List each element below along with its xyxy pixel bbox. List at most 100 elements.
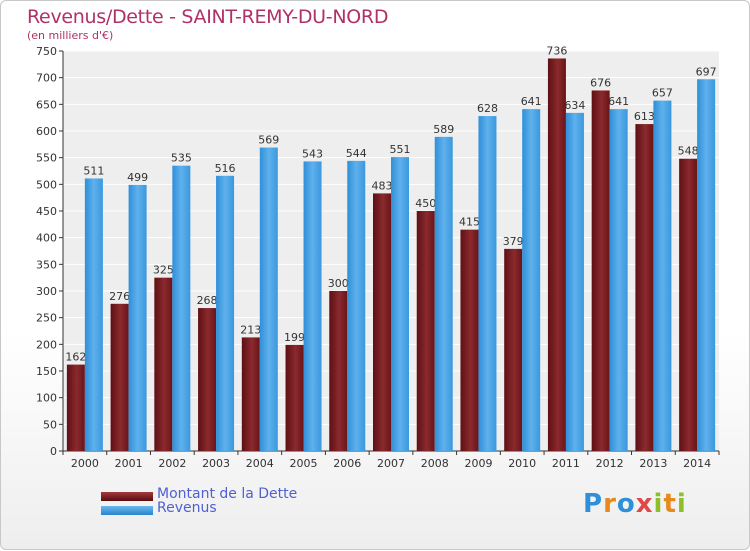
data-label-dette-2004: 213 bbox=[240, 323, 261, 336]
x-tick-label: 2004 bbox=[246, 457, 274, 470]
y-tick-label: 250 bbox=[36, 312, 57, 325]
x-tick-label: 2011 bbox=[552, 457, 580, 470]
bar-dette-2007 bbox=[373, 193, 391, 451]
data-label-revenus-2008: 589 bbox=[433, 123, 454, 136]
legend-label-dette: Montant de la Dette bbox=[157, 486, 298, 502]
y-tick-label: 600 bbox=[36, 125, 57, 138]
bar-dette-2010 bbox=[504, 248, 523, 451]
data-label-dette-2011: 736 bbox=[546, 44, 567, 57]
x-tick-label: 2013 bbox=[639, 457, 667, 470]
y-tick-label: 700 bbox=[36, 72, 57, 85]
x-tick-label: 2009 bbox=[464, 457, 492, 470]
logo-letter: o bbox=[616, 489, 636, 519]
bar-revenus-2005 bbox=[303, 161, 322, 451]
data-label-revenus-2003: 516 bbox=[215, 162, 236, 175]
bar-revenus-2012 bbox=[609, 109, 628, 451]
bar-dette-2005 bbox=[285, 344, 304, 451]
bar-revenus-2001 bbox=[128, 184, 147, 451]
y-tick-label: 300 bbox=[36, 285, 57, 298]
x-tick-label: 2012 bbox=[596, 457, 624, 470]
data-label-revenus-2012: 641 bbox=[608, 95, 629, 108]
chart-title: Revenus/Dette - SAINT-REMY-DU-NORD bbox=[27, 6, 389, 28]
y-tick-label: 350 bbox=[36, 258, 57, 271]
bar-dette-2003 bbox=[198, 308, 217, 451]
bar-dette-2009 bbox=[460, 229, 479, 451]
y-tick-label: 200 bbox=[36, 338, 57, 351]
data-label-dette-2003: 268 bbox=[197, 294, 218, 307]
y-tick-label: 100 bbox=[36, 392, 57, 405]
legend-swatch-dette bbox=[101, 492, 153, 501]
data-label-revenus-2010: 641 bbox=[521, 95, 542, 108]
bar-dette-2008 bbox=[416, 211, 435, 451]
x-tick-label: 2010 bbox=[508, 457, 536, 470]
bar-revenus-2007 bbox=[391, 157, 409, 451]
x-tick-label: 2007 bbox=[377, 457, 405, 470]
logo-letter: i bbox=[653, 489, 664, 519]
data-label-revenus-2009: 628 bbox=[477, 102, 498, 115]
data-label-revenus-2006: 544 bbox=[346, 147, 367, 160]
x-tick-label: 2008 bbox=[421, 457, 449, 470]
logo-letter: x bbox=[635, 489, 654, 519]
x-tick-label: 2005 bbox=[290, 457, 318, 470]
data-label-dette-2002: 325 bbox=[153, 264, 174, 277]
x-tick-label: 2006 bbox=[333, 457, 361, 470]
data-label-revenus-2007: 551 bbox=[390, 143, 411, 156]
data-label-dette-2007: 483 bbox=[372, 179, 393, 192]
bar-dette-2001 bbox=[110, 303, 129, 451]
data-label-revenus-2013: 657 bbox=[652, 87, 673, 100]
data-label-dette-2006: 300 bbox=[328, 277, 349, 290]
data-label-dette-2010: 379 bbox=[503, 235, 524, 248]
bar-revenus-2010 bbox=[522, 109, 541, 451]
data-label-dette-2014: 548 bbox=[678, 145, 699, 158]
x-tick-label: 2000 bbox=[71, 457, 99, 470]
legend-label-revenus: Revenus bbox=[157, 500, 217, 516]
bar-revenus-2003 bbox=[216, 175, 235, 452]
y-tick-label: 400 bbox=[36, 232, 57, 245]
bar-dette-2014 bbox=[679, 158, 698, 451]
bar-revenus-2013 bbox=[653, 100, 672, 451]
data-label-dette-2012: 676 bbox=[590, 76, 611, 89]
y-tick-label: 650 bbox=[36, 98, 57, 111]
bar-revenus-2000 bbox=[84, 178, 103, 451]
x-tick-label: 2001 bbox=[115, 457, 143, 470]
bar-dette-2011 bbox=[547, 58, 566, 451]
bar-revenus-2002 bbox=[172, 165, 191, 451]
y-tick-label: 450 bbox=[36, 205, 57, 218]
data-label-dette-2009: 415 bbox=[459, 216, 480, 229]
bar-dette-2000 bbox=[66, 364, 85, 451]
bar-dette-2013 bbox=[635, 124, 654, 452]
y-tick-label: 150 bbox=[36, 365, 57, 378]
logo-letter: i bbox=[676, 489, 687, 519]
logo-letter: P bbox=[583, 489, 604, 519]
data-label-revenus-2001: 499 bbox=[127, 171, 148, 184]
y-tick-label: 550 bbox=[36, 152, 57, 165]
bar-revenus-2011 bbox=[565, 112, 584, 451]
bar-revenus-2014 bbox=[697, 79, 716, 452]
x-tick-label: 2014 bbox=[683, 457, 711, 470]
bar-revenus-2009 bbox=[478, 116, 497, 452]
y-tick-label: 50 bbox=[43, 418, 57, 431]
x-tick-label: 2002 bbox=[158, 457, 186, 470]
bar-revenus-2004 bbox=[259, 147, 278, 452]
data-label-revenus-2011: 634 bbox=[564, 99, 585, 112]
data-label-revenus-2014: 697 bbox=[696, 65, 717, 78]
bar-revenus-2006 bbox=[347, 160, 366, 451]
data-label-revenus-2002: 535 bbox=[171, 152, 192, 165]
x-tick-label: 2003 bbox=[202, 457, 230, 470]
logo-letter: t bbox=[663, 489, 677, 519]
data-label-revenus-2000: 511 bbox=[83, 164, 104, 177]
y-tick-label: 500 bbox=[36, 178, 57, 191]
data-label-dette-2013: 613 bbox=[634, 110, 655, 123]
proxiti-logo: Proxiti bbox=[583, 489, 687, 519]
chart-subtitle: (en milliers d'€) bbox=[27, 29, 114, 42]
data-label-dette-2000: 162 bbox=[65, 351, 86, 364]
data-label-dette-2001: 276 bbox=[109, 290, 130, 303]
legend-swatch-revenus bbox=[101, 506, 153, 515]
bar-dette-2004 bbox=[241, 337, 260, 451]
data-label-revenus-2004: 569 bbox=[258, 134, 279, 147]
bar-dette-2002 bbox=[154, 277, 173, 451]
data-label-dette-2005: 199 bbox=[284, 331, 305, 344]
bar-dette-2006 bbox=[329, 291, 348, 451]
